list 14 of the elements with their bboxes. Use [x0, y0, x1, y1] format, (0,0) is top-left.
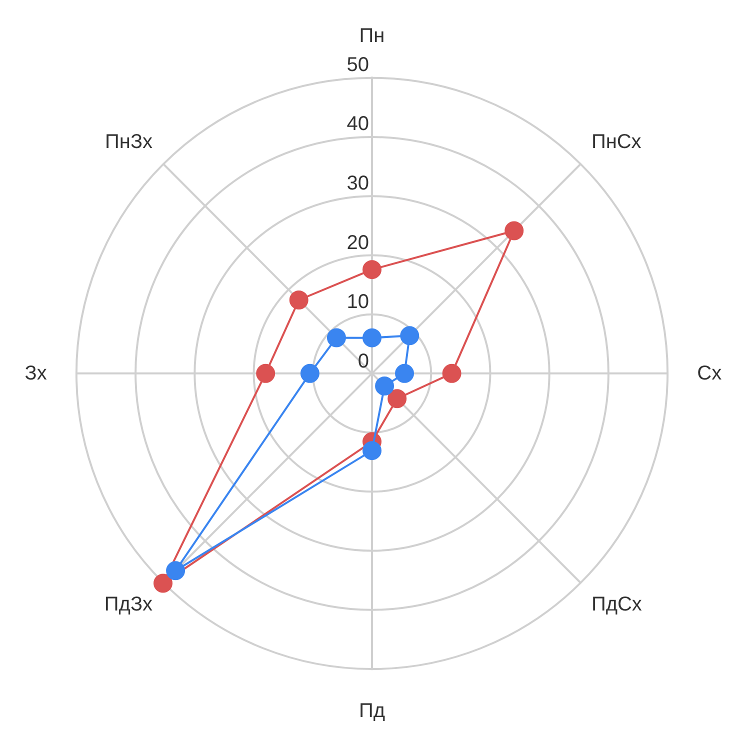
y-tick-label: 40 [346, 113, 370, 136]
spoke-label: Сх [697, 362, 722, 384]
y-tick-label: 0 [358, 350, 370, 372]
spoke-label: ПнСх [591, 131, 642, 154]
spoke-label: Пн [359, 25, 385, 48]
spoke-label: ПдЗх [104, 594, 153, 616]
y-tick-label: 20 [346, 232, 370, 254]
y-tick-label: 10 [346, 291, 370, 314]
y-tick-label: 50 [346, 54, 370, 76]
spoke-label: ПнЗх [105, 131, 153, 154]
spoke-label: Зх [24, 362, 47, 384]
y-tick-label: 30 [346, 172, 370, 194]
spoke-label: ПдСх [591, 594, 642, 616]
spoke-label: Пд [358, 700, 386, 722]
